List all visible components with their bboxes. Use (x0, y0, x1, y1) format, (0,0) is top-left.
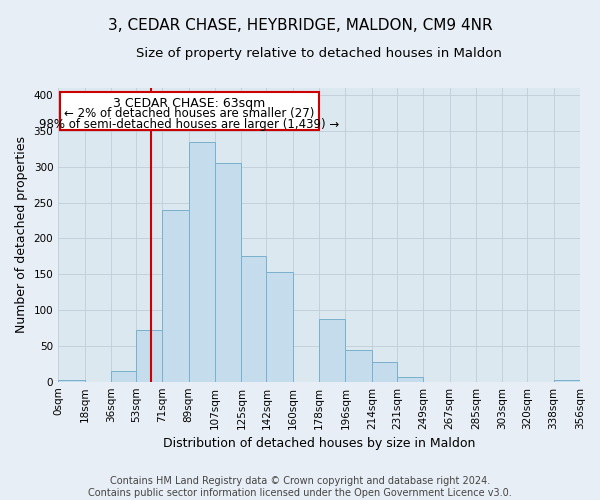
Bar (215, 164, 241, 382)
Text: 3 CEDAR CHASE: 63sqm: 3 CEDAR CHASE: 63sqm (113, 96, 265, 110)
Bar (162, 210, 188, 382)
FancyBboxPatch shape (59, 92, 319, 130)
Text: 98% of semi-detached houses are larger (1,439) →: 98% of semi-detached houses are larger (… (39, 118, 340, 132)
Bar (241, 256, 266, 382)
Bar (319, 320, 346, 382)
Title: Size of property relative to detached houses in Maldon: Size of property relative to detached ho… (136, 48, 502, 60)
Bar (111, 371, 136, 382)
X-axis label: Distribution of detached houses by size in Maldon: Distribution of detached houses by size … (163, 437, 475, 450)
Y-axis label: Number of detached properties: Number of detached properties (15, 136, 28, 334)
Bar (372, 362, 397, 382)
Bar (266, 272, 293, 382)
Bar (136, 330, 162, 382)
Text: ← 2% of detached houses are smaller (27): ← 2% of detached houses are smaller (27) (64, 108, 314, 120)
Bar (188, 142, 215, 382)
Bar (346, 350, 372, 382)
Bar (554, 380, 580, 382)
Bar (58, 380, 85, 382)
Bar (397, 378, 423, 382)
Text: 3, CEDAR CHASE, HEYBRIDGE, MALDON, CM9 4NR: 3, CEDAR CHASE, HEYBRIDGE, MALDON, CM9 4… (107, 18, 493, 32)
Text: Contains HM Land Registry data © Crown copyright and database right 2024.
Contai: Contains HM Land Registry data © Crown c… (88, 476, 512, 498)
